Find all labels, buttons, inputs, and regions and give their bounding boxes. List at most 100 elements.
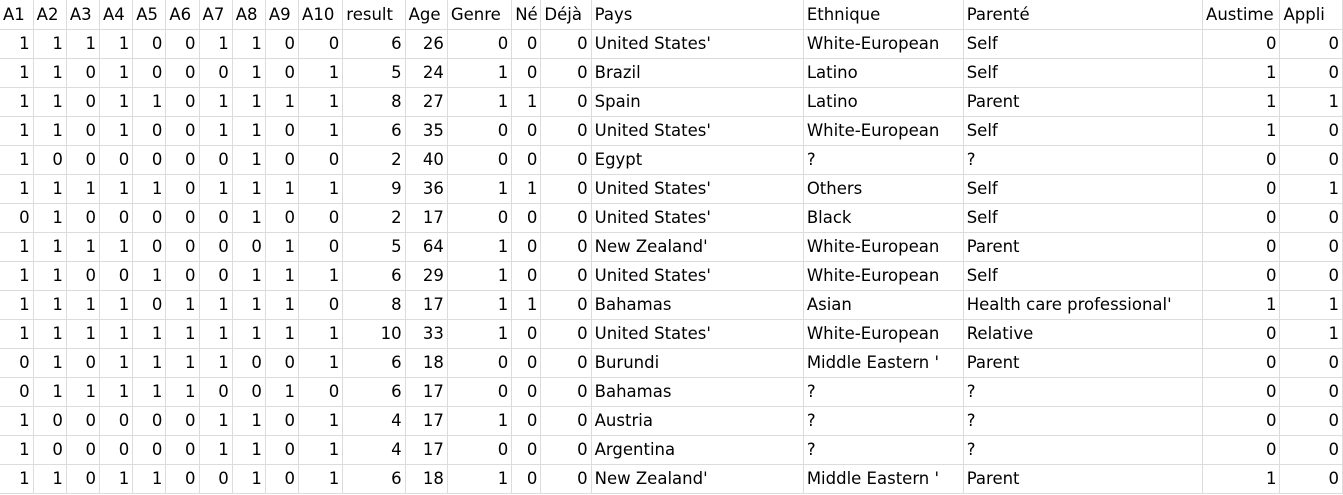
table-cell[interactable]: 1 — [1279, 319, 1343, 349]
table-cell[interactable]: 0 — [265, 203, 300, 233]
table-cell[interactable]: 0 — [447, 116, 513, 146]
table-cell[interactable]: 1 — [33, 261, 67, 291]
table-cell[interactable]: 1 — [232, 58, 266, 88]
table-cell[interactable]: 1 — [66, 290, 101, 320]
table-cell[interactable]: 4 — [342, 406, 406, 436]
table-cell[interactable]: 0 — [132, 145, 167, 175]
table-cell[interactable]: 17 — [405, 290, 448, 320]
table-cell[interactable]: 1 — [298, 435, 344, 465]
table-cell[interactable]: 0 — [447, 145, 513, 175]
table-cell[interactable]: 1 — [265, 319, 300, 349]
table-cell[interactable]: White-European — [803, 29, 964, 59]
table-cell[interactable]: United States' — [591, 203, 804, 233]
table-cell[interactable]: 1 — [0, 145, 34, 175]
table-cell[interactable]: 0 — [66, 58, 101, 88]
table-cell[interactable]: 1 — [0, 290, 34, 320]
table-cell[interactable]: 0 — [0, 377, 34, 407]
table-cell[interactable]: 0 — [540, 29, 592, 59]
table-cell[interactable]: Middle Eastern ' — [803, 464, 964, 494]
table-cell[interactable]: 1 — [298, 116, 344, 146]
table-cell[interactable]: Parent — [963, 87, 1204, 117]
table-cell[interactable]: 0 — [1202, 261, 1281, 291]
table-cell[interactable]: 1 — [447, 290, 513, 320]
table-cell[interactable]: Health care professional' — [963, 290, 1204, 320]
table-cell[interactable]: 0 — [99, 145, 134, 175]
table-cell[interactable]: 1 — [33, 232, 67, 262]
table-cell[interactable]: 1 — [199, 29, 233, 59]
table-cell[interactable]: 0 — [199, 203, 233, 233]
column-header[interactable]: Déjà — [540, 0, 592, 30]
table-cell[interactable]: 1 — [232, 145, 266, 175]
table-cell[interactable]: 0 — [447, 348, 513, 378]
table-cell[interactable]: 1 — [265, 174, 300, 204]
table-cell[interactable]: 1 — [99, 348, 134, 378]
table-cell[interactable]: 18 — [405, 348, 448, 378]
table-cell[interactable]: Others — [803, 174, 964, 204]
table-cell[interactable]: 0 — [165, 87, 200, 117]
table-cell[interactable]: 0 — [165, 58, 200, 88]
table-cell[interactable]: Egypt — [591, 145, 804, 175]
table-cell[interactable]: Relative — [963, 319, 1204, 349]
table-cell[interactable]: 1 — [99, 87, 134, 117]
table-cell[interactable]: 0 — [511, 435, 542, 465]
table-cell[interactable]: 1 — [511, 290, 542, 320]
table-cell[interactable]: 1 — [33, 116, 67, 146]
table-cell[interactable]: Self — [963, 58, 1204, 88]
table-cell[interactable]: 0 — [511, 116, 542, 146]
table-cell[interactable]: 0 — [1202, 203, 1281, 233]
table-cell[interactable]: 1 — [447, 58, 513, 88]
table-cell[interactable]: 26 — [405, 29, 448, 59]
table-cell[interactable]: 0 — [199, 145, 233, 175]
table-cell[interactable]: 0 — [33, 435, 67, 465]
table-cell[interactable]: 0 — [132, 203, 167, 233]
column-header[interactable]: A3 — [66, 0, 101, 30]
table-cell[interactable]: 0 — [66, 116, 101, 146]
table-cell[interactable]: 33 — [405, 319, 448, 349]
table-cell[interactable]: 1 — [132, 348, 167, 378]
table-cell[interactable]: 1 — [165, 290, 200, 320]
table-cell[interactable]: 1 — [1279, 174, 1343, 204]
table-cell[interactable]: 1 — [199, 290, 233, 320]
table-cell[interactable]: 0 — [132, 29, 167, 59]
table-cell[interactable]: 0 — [66, 87, 101, 117]
table-cell[interactable]: 0 — [511, 377, 542, 407]
table-cell[interactable]: 1 — [199, 116, 233, 146]
table-cell[interactable]: 1 — [0, 116, 34, 146]
table-cell[interactable]: 0 — [1279, 203, 1343, 233]
table-cell[interactable]: 6 — [342, 29, 406, 59]
table-cell[interactable]: 1 — [298, 464, 344, 494]
table-cell[interactable]: 0 — [1279, 435, 1343, 465]
table-cell[interactable]: 0 — [540, 145, 592, 175]
table-cell[interactable]: White-European — [803, 232, 964, 262]
table-cell[interactable]: 0 — [232, 232, 266, 262]
table-cell[interactable]: 0 — [540, 232, 592, 262]
table-cell[interactable]: 1 — [99, 377, 134, 407]
table-cell[interactable]: 1 — [232, 116, 266, 146]
table-cell[interactable]: 10 — [342, 319, 406, 349]
table-cell[interactable]: 0 — [199, 232, 233, 262]
table-cell[interactable]: 0 — [540, 348, 592, 378]
table-cell[interactable]: 0 — [1279, 58, 1343, 88]
table-cell[interactable]: 0 — [199, 377, 233, 407]
table-cell[interactable]: 1 — [165, 377, 200, 407]
table-cell[interactable]: 0 — [165, 145, 200, 175]
table-cell[interactable]: 0 — [1202, 348, 1281, 378]
table-cell[interactable]: 1 — [232, 319, 266, 349]
table-cell[interactable]: White-European — [803, 116, 964, 146]
table-cell[interactable]: 1 — [199, 435, 233, 465]
table-cell[interactable]: Self — [963, 203, 1204, 233]
table-cell[interactable]: 0 — [99, 406, 134, 436]
table-cell[interactable]: 0 — [0, 348, 34, 378]
table-cell[interactable]: 1 — [99, 116, 134, 146]
table-cell[interactable]: 0 — [1279, 348, 1343, 378]
column-header[interactable]: result — [342, 0, 406, 30]
table-cell[interactable]: 24 — [405, 58, 448, 88]
table-cell[interactable]: 1 — [0, 29, 34, 59]
table-cell[interactable]: 1 — [99, 232, 134, 262]
table-cell[interactable]: 1 — [0, 87, 34, 117]
table-cell[interactable]: 5 — [342, 58, 406, 88]
column-header[interactable]: Age — [405, 0, 448, 30]
table-cell[interactable]: 1 — [66, 232, 101, 262]
table-cell[interactable]: 0 — [447, 203, 513, 233]
column-header[interactable]: Genre — [447, 0, 513, 30]
